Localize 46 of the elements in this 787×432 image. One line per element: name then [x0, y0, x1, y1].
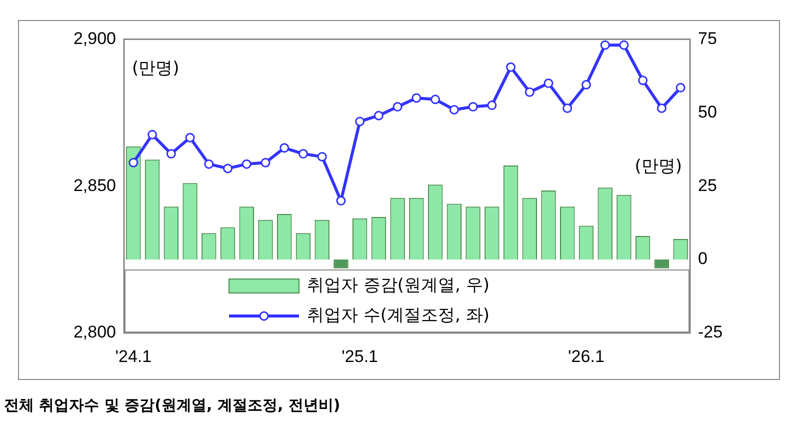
point — [298, 149, 308, 159]
legend-label: 취업자 수(계절조정, 좌) — [307, 305, 490, 326]
x-tick-label: '24.1 — [115, 346, 152, 366]
point — [148, 130, 158, 140]
point — [336, 196, 346, 206]
point — [468, 102, 478, 112]
y2-tick-label: 25 — [698, 176, 717, 195]
point — [656, 103, 666, 113]
y2-tick-label: -25 — [698, 322, 723, 342]
point — [524, 87, 534, 97]
point — [449, 104, 459, 114]
point — [204, 159, 214, 169]
point — [487, 100, 497, 110]
point — [544, 78, 554, 88]
point — [374, 110, 384, 120]
point — [392, 102, 402, 112]
x-tick-label: '25.1 — [342, 346, 378, 366]
point — [128, 158, 138, 168]
point — [562, 103, 572, 113]
y2-tick-label: 50 — [698, 102, 717, 122]
point — [506, 62, 516, 72]
point — [223, 164, 233, 174]
point — [166, 149, 176, 159]
y-tick-label: 2,850 — [73, 176, 116, 195]
point — [638, 76, 648, 86]
y2-tick-label: 0 — [698, 249, 708, 268]
y-tick-label: 2,800 — [73, 322, 116, 342]
x-tick-label: '26.1 — [568, 346, 604, 366]
point — [185, 132, 195, 142]
point — [280, 143, 290, 153]
y-tick-label: 2,900 — [73, 28, 116, 48]
point — [676, 82, 686, 92]
point — [430, 94, 440, 104]
annotation: (만명) — [634, 156, 682, 177]
legend-label: 취업자 증감(원계열, 우) — [307, 275, 490, 296]
point — [600, 40, 610, 50]
point — [260, 158, 270, 168]
y2-tick-label: 75 — [698, 28, 717, 48]
point — [412, 93, 422, 103]
point — [581, 80, 591, 90]
point — [619, 40, 629, 50]
annotation: (만명) — [132, 58, 180, 79]
point — [317, 152, 327, 162]
point — [355, 116, 365, 126]
point — [242, 159, 252, 169]
text: 전체 취업자수 및 증감(원계열, 계절조정, 전년비) — [4, 396, 340, 415]
